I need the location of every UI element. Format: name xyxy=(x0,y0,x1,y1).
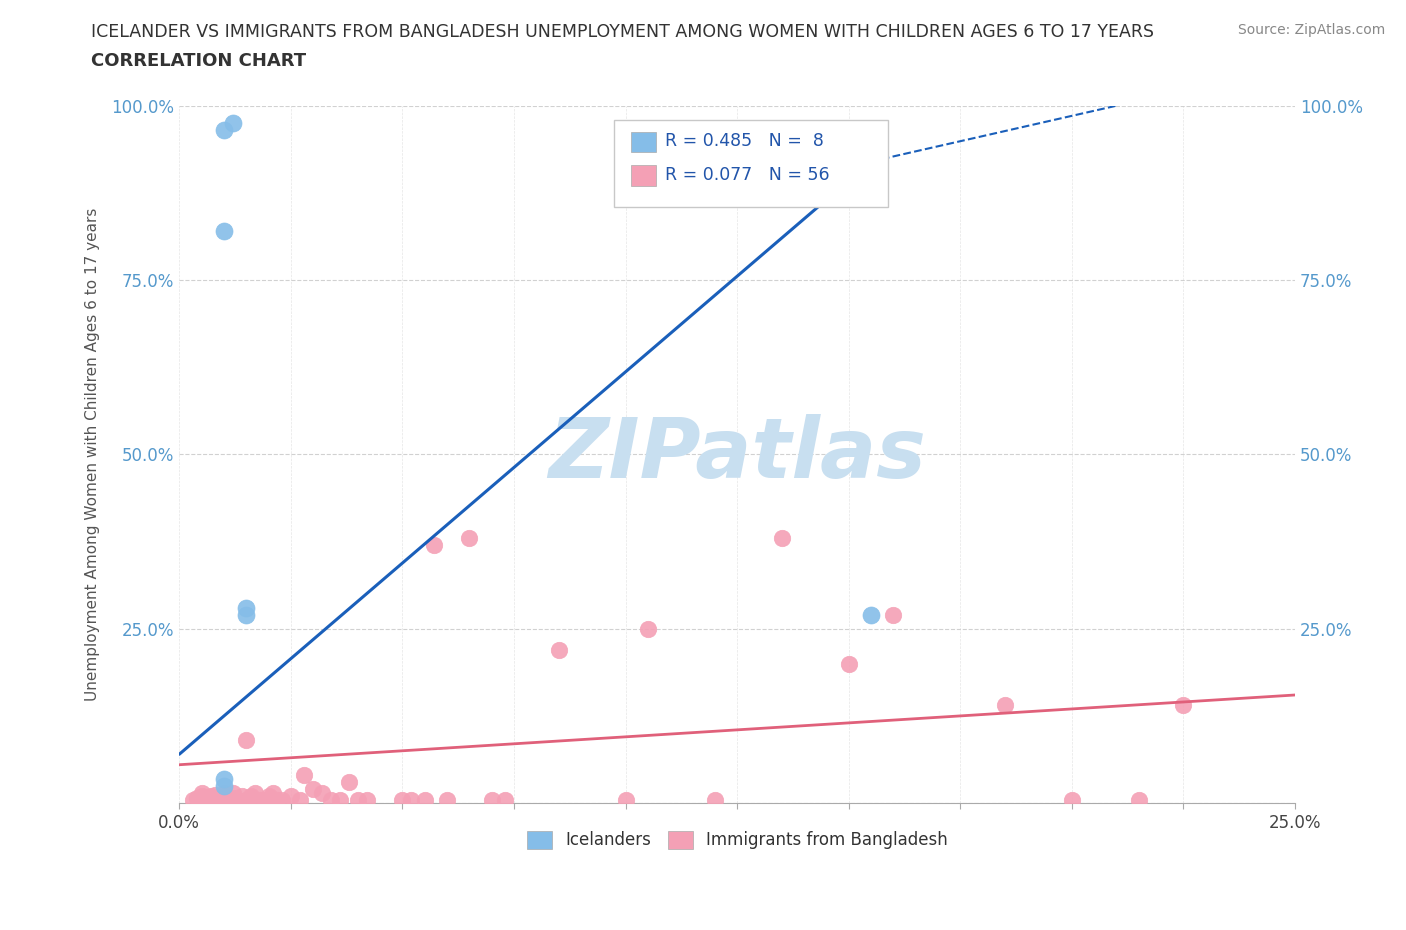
Point xyxy=(547,643,569,658)
Point xyxy=(190,789,212,804)
Point xyxy=(235,792,257,807)
Point xyxy=(212,785,235,800)
Point xyxy=(337,775,360,790)
Legend: Icelanders, Immigrants from Bangladesh: Icelanders, Immigrants from Bangladesh xyxy=(519,822,956,857)
Point xyxy=(271,792,294,807)
Point xyxy=(212,771,235,786)
Text: CORRELATION CHART: CORRELATION CHART xyxy=(91,52,307,70)
FancyBboxPatch shape xyxy=(631,131,655,153)
Point xyxy=(311,785,333,800)
Point xyxy=(266,792,288,807)
Text: ZIPatlas: ZIPatlas xyxy=(548,414,927,495)
Point xyxy=(212,123,235,138)
Point xyxy=(481,792,503,807)
Point xyxy=(288,792,311,807)
Point xyxy=(413,792,436,807)
Point xyxy=(458,531,481,546)
Point xyxy=(1060,792,1083,807)
Point xyxy=(200,791,222,806)
Point xyxy=(212,789,235,804)
Point xyxy=(703,792,725,807)
Point xyxy=(243,785,266,800)
Point xyxy=(319,792,342,807)
Point xyxy=(882,607,904,622)
Point xyxy=(302,782,325,797)
Point xyxy=(186,790,208,805)
Point xyxy=(231,789,253,804)
Point xyxy=(222,115,245,130)
FancyBboxPatch shape xyxy=(631,165,655,186)
Point xyxy=(181,792,204,807)
Point xyxy=(838,657,860,671)
Point xyxy=(222,790,245,805)
Point xyxy=(212,792,235,807)
Point xyxy=(253,792,276,807)
Point xyxy=(994,698,1017,713)
Point xyxy=(770,531,793,546)
Point xyxy=(257,792,280,807)
Point xyxy=(494,792,516,807)
Point xyxy=(212,224,235,239)
Point xyxy=(422,538,444,552)
Text: R = 0.485   N =  8: R = 0.485 N = 8 xyxy=(665,132,824,151)
Point xyxy=(257,789,280,804)
Point xyxy=(249,792,271,807)
Point xyxy=(262,785,284,800)
Point xyxy=(235,607,257,622)
Point xyxy=(200,789,222,804)
Point xyxy=(1128,792,1150,807)
Point xyxy=(204,788,226,803)
Point xyxy=(1173,698,1195,713)
Point xyxy=(329,792,352,807)
Point xyxy=(195,792,218,807)
Point xyxy=(637,621,659,636)
Point xyxy=(356,792,378,807)
Point xyxy=(204,792,226,807)
Point xyxy=(346,792,368,807)
Point xyxy=(860,607,883,622)
Point xyxy=(222,785,245,800)
FancyBboxPatch shape xyxy=(614,120,887,206)
Point xyxy=(235,601,257,616)
Point xyxy=(391,792,413,807)
Point xyxy=(235,733,257,748)
Y-axis label: Unemployment Among Women with Children Ages 6 to 17 years: Unemployment Among Women with Children A… xyxy=(86,207,100,701)
Point xyxy=(614,792,637,807)
Point xyxy=(401,792,423,807)
Point xyxy=(212,778,235,793)
Point xyxy=(226,792,249,807)
Point xyxy=(436,792,458,807)
Text: R = 0.077   N = 56: R = 0.077 N = 56 xyxy=(665,166,830,184)
Point xyxy=(280,789,302,804)
Text: Source: ZipAtlas.com: Source: ZipAtlas.com xyxy=(1237,23,1385,37)
Point xyxy=(190,785,212,800)
Point xyxy=(292,768,315,783)
Point xyxy=(239,789,262,804)
Text: ICELANDER VS IMMIGRANTS FROM BANGLADESH UNEMPLOYMENT AMONG WOMEN WITH CHILDREN A: ICELANDER VS IMMIGRANTS FROM BANGLADESH … xyxy=(91,23,1154,41)
